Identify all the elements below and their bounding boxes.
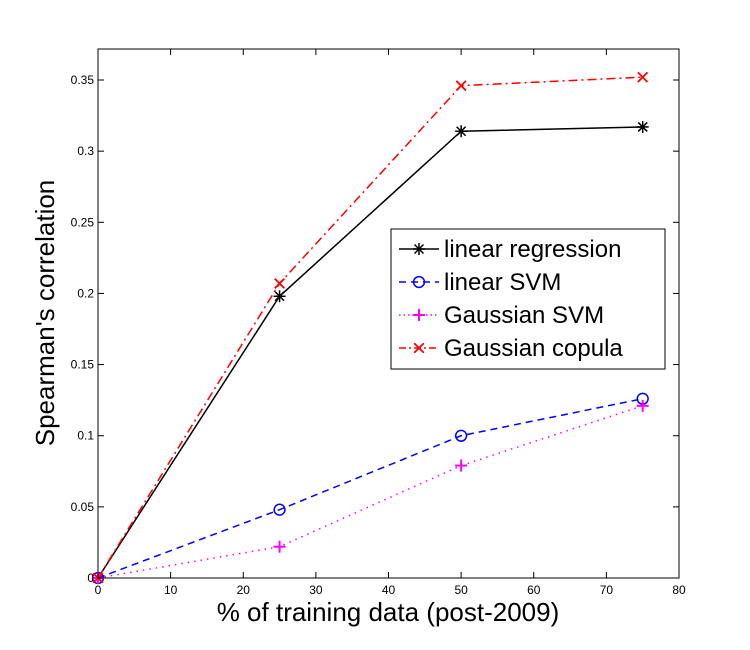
- series-line: [97, 126, 643, 579]
- data-point: [273, 540, 286, 553]
- data-point: [273, 290, 286, 303]
- x-tick-label: 80: [672, 583, 686, 597]
- legend-marker: [413, 243, 425, 255]
- legend-entry: linear SVM: [399, 269, 561, 296]
- y-tick-label: 0.15: [71, 358, 95, 372]
- y-tick-label: 0.35: [71, 73, 95, 87]
- y-axis-label: Spearman's correlation: [30, 180, 60, 447]
- series-gaussian-svm: [92, 399, 649, 584]
- axes-layer: 0 10 20 30 40 50 60 70 80 0 0.05 0.1 0.15 0.2 0.25 0.3 0…: [71, 48, 686, 597]
- legend-entry: Gaussian copula: [399, 335, 623, 362]
- series-gaussian-copula: [92, 71, 649, 584]
- asterisk-stroke: [413, 243, 425, 255]
- series-line: [97, 76, 643, 579]
- data-point: [454, 429, 468, 442]
- data-point: [274, 278, 285, 289]
- asterisk-stroke: [637, 121, 648, 132]
- cross-stroke: [637, 71, 649, 83]
- legend-label: linear SVM: [444, 269, 561, 296]
- legend-box: [390, 228, 666, 370]
- cross-stroke: [455, 80, 467, 92]
- x-tick-label: 30: [309, 583, 323, 597]
- legend-label: linear regression: [444, 236, 621, 263]
- legend-marker: [413, 342, 425, 354]
- data-point: [455, 459, 468, 472]
- legend-marker: [413, 309, 425, 321]
- x-tick-label: 0: [95, 583, 102, 597]
- legend: linear regression linear SVM Gaussian SVM G…: [390, 228, 666, 370]
- x-tick-label: 10: [164, 583, 178, 597]
- y-tick-label: 0.05: [71, 500, 95, 514]
- cross-stroke: [274, 278, 285, 289]
- legend-entry: Gaussian SVM: [399, 302, 604, 329]
- series-line: [97, 397, 643, 579]
- y-tick-label: 0: [87, 571, 94, 585]
- data-point: [455, 125, 468, 138]
- x-tick-label: 20: [237, 583, 251, 597]
- legend-marker: [412, 275, 426, 289]
- x-tick-label: 50: [454, 583, 468, 597]
- legend-label: Gaussian SVM: [444, 302, 604, 329]
- cross-stroke: [413, 342, 425, 354]
- data-point: [636, 399, 649, 412]
- x-tick-label: 70: [600, 583, 614, 597]
- series-line: [97, 405, 643, 579]
- circle-shape: [273, 503, 286, 516]
- series-layer: [91, 71, 649, 585]
- data-point: [273, 503, 286, 516]
- y-tick-label: 0.25: [71, 215, 95, 229]
- asterisk-stroke: [456, 126, 467, 137]
- legend-entry: linear regression: [399, 236, 621, 263]
- x-tick-label: 40: [382, 583, 396, 597]
- legend-label: Gaussian copula: [444, 335, 623, 362]
- y-tick-label: 0.1: [77, 429, 94, 443]
- x-tick-label: 60: [527, 583, 541, 597]
- x-axis-label: % of training data (post-2009): [217, 597, 560, 627]
- circle-shape: [412, 275, 426, 289]
- circle-shape: [454, 429, 468, 442]
- data-point: [455, 80, 467, 92]
- asterisk-stroke: [274, 291, 285, 302]
- data-point: [637, 71, 649, 83]
- data-point: [636, 120, 649, 133]
- y-tick-label: 0.3: [77, 144, 94, 158]
- y-tick-label: 0.2: [77, 286, 94, 300]
